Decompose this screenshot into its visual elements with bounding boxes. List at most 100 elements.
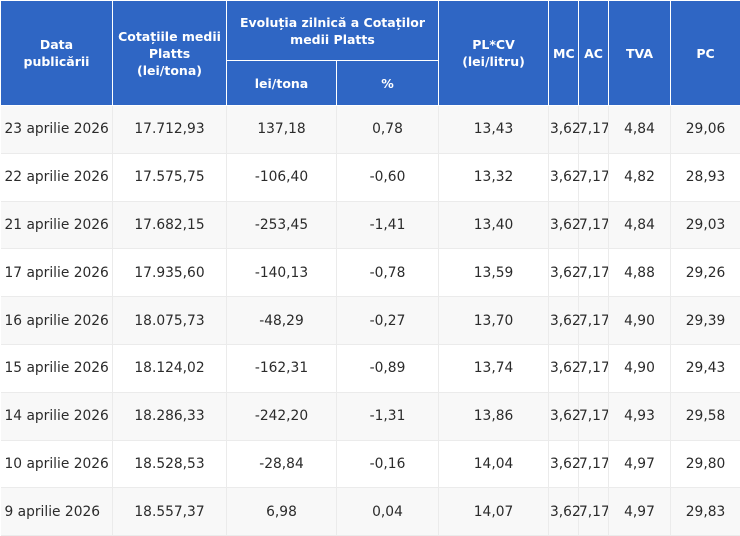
cell-date: 22 aprilie 2026 [1, 153, 113, 201]
cell-lei: -106,40 [227, 153, 337, 201]
cell-pct: -1,41 [337, 201, 439, 249]
header-platts: Cotațiile medii Platts (lei/tona) [113, 1, 227, 106]
cell-pc: 29,80 [671, 440, 740, 488]
cell-tva: 4,90 [609, 297, 671, 345]
cell-platts: 18.075,73 [113, 297, 227, 345]
cell-plcv: 14,07 [439, 488, 549, 536]
cell-lei: -28,84 [227, 440, 337, 488]
cell-date: 23 aprilie 2026 [1, 106, 113, 154]
cell-tva: 4,93 [609, 392, 671, 440]
cell-mc: 3,62 [549, 440, 579, 488]
cell-lei: 6,98 [227, 488, 337, 536]
cell-mc: 3,62 [549, 153, 579, 201]
header-ac: AC [579, 1, 609, 106]
cell-platts: 18.286,33 [113, 392, 227, 440]
cell-tva: 4,90 [609, 344, 671, 392]
cell-plcv: 13,40 [439, 201, 549, 249]
cell-ac: 7,17 [579, 153, 609, 201]
cell-tva: 4,88 [609, 249, 671, 297]
cell-tva: 4,84 [609, 106, 671, 154]
cell-plcv: 13,43 [439, 106, 549, 154]
header-lei-tona: lei/tona [227, 61, 337, 106]
cell-pc: 29,39 [671, 297, 740, 345]
header-mc: MC [549, 1, 579, 106]
cell-pct: -0,16 [337, 440, 439, 488]
cell-ac: 7,17 [579, 440, 609, 488]
cell-ac: 7,17 [579, 106, 609, 154]
cell-pct: -0,27 [337, 297, 439, 345]
cell-date: 10 aprilie 2026 [1, 440, 113, 488]
cell-platts: 17.712,93 [113, 106, 227, 154]
cell-platts: 18.557,37 [113, 488, 227, 536]
cell-lei: -48,29 [227, 297, 337, 345]
cell-platts: 18.528,53 [113, 440, 227, 488]
cell-pc: 29,06 [671, 106, 740, 154]
cell-platts: 17.935,60 [113, 249, 227, 297]
cell-platts: 17.682,15 [113, 201, 227, 249]
cell-pct: -0,60 [337, 153, 439, 201]
cell-mc: 3,62 [549, 106, 579, 154]
cell-date: 21 aprilie 2026 [1, 201, 113, 249]
cell-pct: 0,04 [337, 488, 439, 536]
cell-platts: 18.124,02 [113, 344, 227, 392]
cell-date: 16 aprilie 2026 [1, 297, 113, 345]
header-pl-cv: PL*CV (lei/litru) [439, 1, 549, 106]
cell-pc: 29,83 [671, 488, 740, 536]
cell-plcv: 13,86 [439, 392, 549, 440]
cell-tva: 4,82 [609, 153, 671, 201]
cell-plcv: 13,70 [439, 297, 549, 345]
cell-lei: -253,45 [227, 201, 337, 249]
cell-pc: 29,03 [671, 201, 740, 249]
cell-pc: 29,58 [671, 392, 740, 440]
cell-ac: 7,17 [579, 249, 609, 297]
cell-pct: -0,78 [337, 249, 439, 297]
cell-ac: 7,17 [579, 392, 609, 440]
header-tva: TVA [609, 1, 671, 106]
cell-date: 9 aprilie 2026 [1, 488, 113, 536]
cell-lei: -162,31 [227, 344, 337, 392]
header-pc: PC [671, 1, 740, 106]
cell-pct: -1,31 [337, 392, 439, 440]
cell-plcv: 13,32 [439, 153, 549, 201]
cell-pc: 29,26 [671, 249, 740, 297]
cell-tva: 4,97 [609, 440, 671, 488]
cell-ac: 7,17 [579, 201, 609, 249]
cell-lei: -242,20 [227, 392, 337, 440]
cell-ac: 7,17 [579, 344, 609, 392]
cell-date: 15 aprilie 2026 [1, 344, 113, 392]
header-evolution: Evoluția zilnică a Cotaților medii Platt… [227, 1, 439, 61]
cell-lei: 137,18 [227, 106, 337, 154]
cell-pct: 0,78 [337, 106, 439, 154]
cell-mc: 3,62 [549, 344, 579, 392]
cell-mc: 3,62 [549, 488, 579, 536]
cell-ac: 7,17 [579, 297, 609, 345]
cell-pc: 28,93 [671, 153, 740, 201]
cell-date: 14 aprilie 2026 [1, 392, 113, 440]
header-percent: % [337, 61, 439, 106]
cell-mc: 3,62 [549, 297, 579, 345]
cell-platts: 17.575,75 [113, 153, 227, 201]
cell-tva: 4,84 [609, 201, 671, 249]
cell-ac: 7,17 [579, 488, 609, 536]
cell-mc: 3,62 [549, 201, 579, 249]
cell-pc: 29,43 [671, 344, 740, 392]
cell-plcv: 13,74 [439, 344, 549, 392]
cell-lei: -140,13 [227, 249, 337, 297]
cell-mc: 3,62 [549, 249, 579, 297]
cell-pct: -0,89 [337, 344, 439, 392]
cell-plcv: 13,59 [439, 249, 549, 297]
cell-date: 17 aprilie 2026 [1, 249, 113, 297]
cell-plcv: 14,04 [439, 440, 549, 488]
cell-mc: 3,62 [549, 392, 579, 440]
header-date: Data publicării [1, 1, 113, 106]
